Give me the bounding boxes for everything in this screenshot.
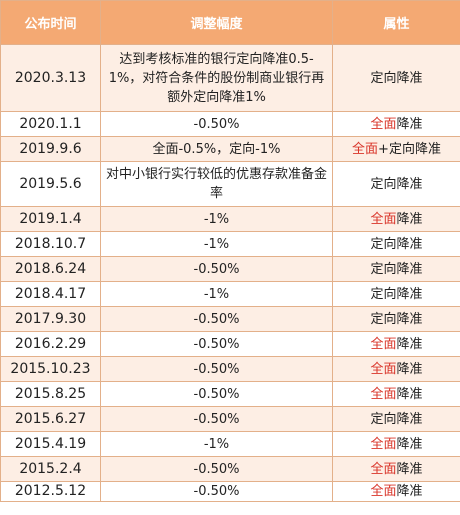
type-cell: 定向降准 xyxy=(332,161,460,207)
change-cell: -1% xyxy=(100,431,333,457)
date-cell: 2015.4.19 xyxy=(0,431,101,457)
change-cell: -0.50% xyxy=(100,381,333,407)
date-cell: 2018.6.24 xyxy=(0,256,101,282)
type-full-label: 全面 xyxy=(370,211,397,227)
type-label: 定向降准 xyxy=(370,70,423,86)
type-cell: 全面降准 xyxy=(332,481,460,502)
type-label: 降准 xyxy=(396,386,423,402)
change-cell: -1% xyxy=(100,281,333,307)
type-cell: 全面降准 xyxy=(332,381,460,407)
header-type: 属性 xyxy=(332,0,460,45)
header-change: 调整幅度 xyxy=(100,0,333,45)
table-body: 2020.3.13 达到考核标准的银行定向降准0.5-1%，对符合条件的股份制商业… xyxy=(0,44,460,502)
type-label: 降准 xyxy=(396,211,423,227)
type-label: 定向降准 xyxy=(370,286,423,302)
type-label: 定向降准 xyxy=(370,311,423,327)
date-cell: 2019.9.6 xyxy=(0,136,101,162)
table-row: 2019.5.6 对中小银行实行较低的优惠存款准备金率 定向降准 xyxy=(0,161,460,207)
date-cell: 2020.1.1 xyxy=(0,111,101,137)
type-label: 降准 xyxy=(396,461,423,477)
change-cell: 全面-0.5%，定向-1% xyxy=(100,136,333,162)
change-cell: -0.50% xyxy=(100,456,333,482)
type-full-label: 全面 xyxy=(370,461,397,477)
type-plus: + xyxy=(378,141,389,157)
type-cell: 全面降准 xyxy=(332,331,460,357)
header-date: 公布时间 xyxy=(0,0,101,45)
date-cell: 2017.9.30 xyxy=(0,306,101,332)
type-cell: 全面降准 xyxy=(332,431,460,457)
type-full-label: 全面 xyxy=(370,361,397,377)
change-cell: -0.50% xyxy=(100,406,333,432)
change-cell: -0.50% xyxy=(100,331,333,357)
change-cell: -1% xyxy=(100,231,333,257)
type-cell: 全面降准 xyxy=(332,456,460,482)
type-label: 定向降准 xyxy=(370,261,423,277)
date-cell: 2018.4.17 xyxy=(0,281,101,307)
type-cell: 定向降准 xyxy=(332,231,460,257)
type-full-label: 全面 xyxy=(370,336,397,352)
type-label: 降准 xyxy=(396,484,423,499)
type-cell: 定向降准 xyxy=(332,306,460,332)
rrr-cut-table: 公布时间 调整幅度 属性 2020.3.13 达到考核标准的银行定向降准0.5-1… xyxy=(0,0,460,502)
type-cell: 全面+定向降准 xyxy=(332,136,460,162)
change-cell: -1% xyxy=(100,206,333,232)
change-cell: 达到考核标准的银行定向降准0.5-1%，对符合条件的股份制商业银行再额外定向降准… xyxy=(100,44,333,112)
type-label: 定向降准 xyxy=(370,411,423,427)
date-cell: 2012.5.12 xyxy=(0,481,101,502)
change-cell: -0.50% xyxy=(100,306,333,332)
date-cell: 2015.2.4 xyxy=(0,456,101,482)
table-row: 2019.9.6 全面-0.5%，定向-1% 全面+定向降准 xyxy=(0,136,460,162)
table-row: 2015.4.19 -1% 全面降准 xyxy=(0,431,460,457)
change-cell: -0.50% xyxy=(100,481,333,502)
table-row: 2015.8.25 -0.50% 全面降准 xyxy=(0,381,460,407)
date-cell: 2015.8.25 xyxy=(0,381,101,407)
type-label: 降准 xyxy=(396,116,423,132)
table-row: 2018.4.17 -1% 定向降准 xyxy=(0,281,460,307)
table-row: 2016.2.29 -0.50% 全面降准 xyxy=(0,331,460,357)
date-cell: 2016.2.29 xyxy=(0,331,101,357)
date-cell: 2020.3.13 xyxy=(0,44,101,112)
type-full-label: 全面 xyxy=(352,141,379,157)
date-cell: 2015.10.23 xyxy=(0,356,101,382)
type-cell: 全面降准 xyxy=(332,356,460,382)
table-row: 2019.1.4 -1% 全面降准 xyxy=(0,206,460,232)
type-label: 定向降准 xyxy=(370,236,423,252)
type-cell: 定向降准 xyxy=(332,256,460,282)
type-full-label: 全面 xyxy=(370,484,397,499)
type-cell: 定向降准 xyxy=(332,44,460,112)
change-cell: 对中小银行实行较低的优惠存款准备金率 xyxy=(100,161,333,207)
date-cell: 2018.10.7 xyxy=(0,231,101,257)
table-row: 2020.3.13 达到考核标准的银行定向降准0.5-1%，对符合条件的股份制商业… xyxy=(0,44,460,112)
table-row: 2018.6.24 -0.50% 定向降准 xyxy=(0,256,460,282)
table-row: 2012.5.12 -0.50% 全面降准 xyxy=(0,481,460,502)
change-cell: -0.50% xyxy=(100,111,333,137)
date-cell: 2019.5.6 xyxy=(0,161,101,207)
type-cell: 定向降准 xyxy=(332,281,460,307)
change-cell: -0.50% xyxy=(100,256,333,282)
type-label: 定向降准 xyxy=(370,176,423,192)
type-cell: 定向降准 xyxy=(332,406,460,432)
type-full-label: 全面 xyxy=(370,386,397,402)
header-row: 公布时间 调整幅度 属性 xyxy=(0,0,460,45)
table-row: 2015.10.23 -0.50% 全面降准 xyxy=(0,356,460,382)
table-row: 2015.2.4 -0.50% 全面降准 xyxy=(0,456,460,482)
table-row: 2015.6.27 -0.50% 定向降准 xyxy=(0,406,460,432)
type-cell: 全面降准 xyxy=(332,111,460,137)
type-label: 降准 xyxy=(396,436,423,452)
table-row: 2020.1.1 -0.50% 全面降准 xyxy=(0,111,460,137)
date-cell: 2015.6.27 xyxy=(0,406,101,432)
date-cell: 2019.1.4 xyxy=(0,206,101,232)
type-full-label: 全面 xyxy=(370,436,397,452)
table-row: 2017.9.30 -0.50% 定向降准 xyxy=(0,306,460,332)
table-row: 2018.10.7 -1% 定向降准 xyxy=(0,231,460,257)
type-cell: 全面降准 xyxy=(332,206,460,232)
type-full-label: 全面 xyxy=(370,116,397,132)
type-label: 定向降准 xyxy=(388,141,441,157)
type-label: 降准 xyxy=(396,361,423,377)
type-label: 降准 xyxy=(396,336,423,352)
change-cell: -0.50% xyxy=(100,356,333,382)
